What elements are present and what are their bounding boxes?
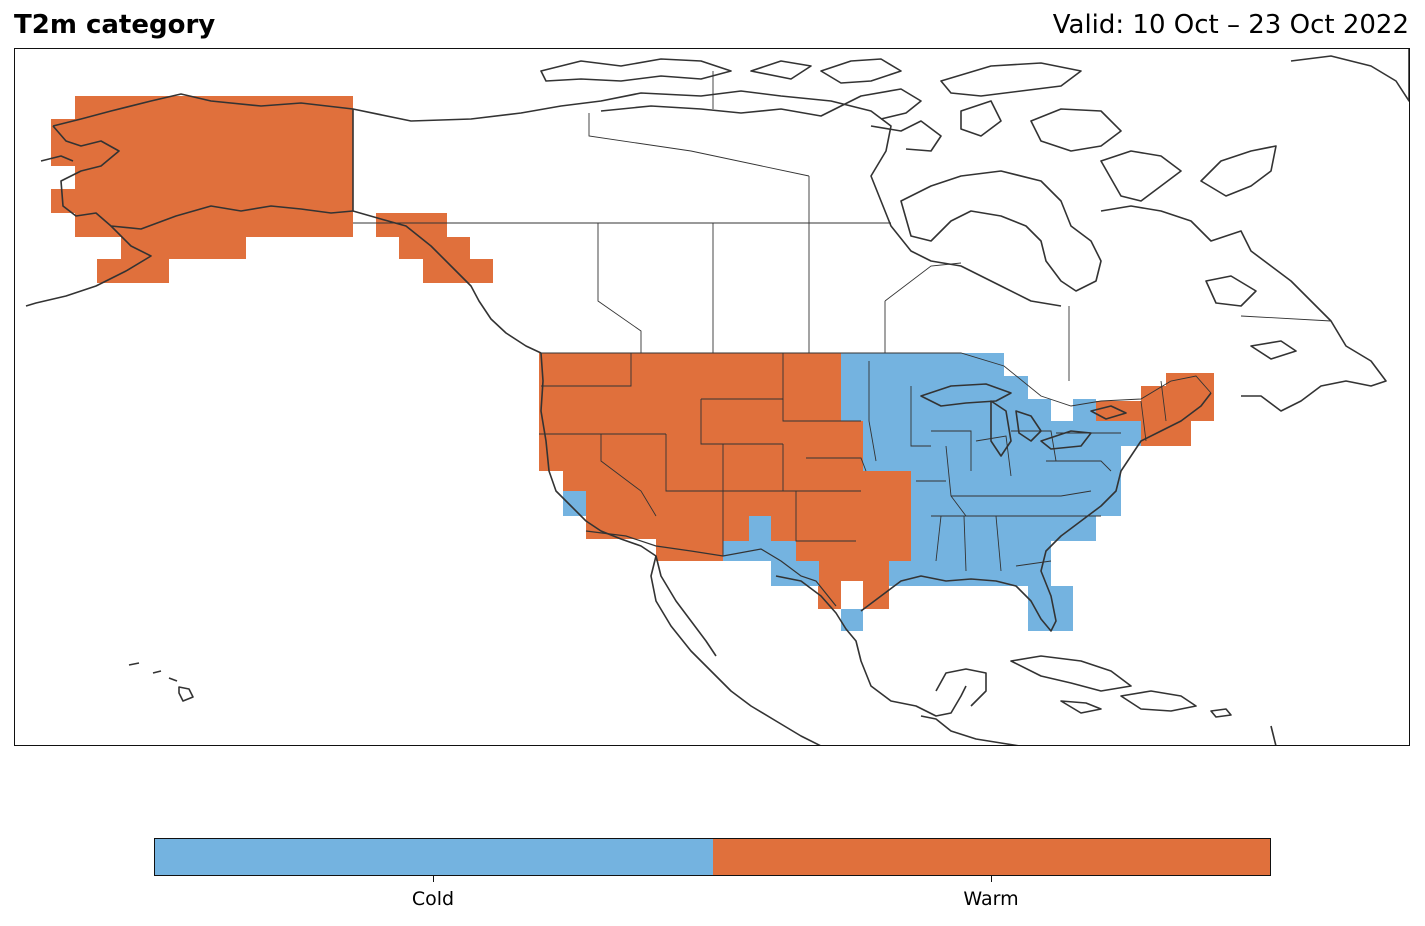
colorbar-warm-segment bbox=[712, 839, 1270, 875]
political-borders bbox=[352, 71, 1332, 572]
warm-region-cells bbox=[51, 96, 1214, 609]
warm-cell-alaska bbox=[51, 96, 353, 283]
cold-cell-socal bbox=[563, 491, 586, 516]
cold-cell-south-texas bbox=[841, 609, 863, 631]
valid-date-range: Valid: 10 Oct – 23 Oct 2022 bbox=[1052, 10, 1409, 40]
warm-cell-se-alaska bbox=[376, 213, 493, 283]
cold-cell-west-texas bbox=[723, 516, 819, 586]
map-title: T2m category bbox=[14, 10, 216, 40]
cold-cell-central-eastern-us bbox=[841, 353, 1141, 631]
colorbar-tick-warm bbox=[991, 876, 992, 882]
coastlines bbox=[25, 49, 1409, 745]
colorbar-label-warm: Warm bbox=[963, 888, 1019, 910]
map-canvas bbox=[25, 49, 1409, 745]
category-colorbar bbox=[154, 838, 1271, 876]
colorbar-tick-cold bbox=[433, 876, 434, 882]
warm-cell-west-central-us bbox=[539, 353, 911, 609]
colorbar-cold-segment bbox=[155, 839, 713, 875]
cold-region-cells bbox=[563, 353, 1141, 631]
us-mexico-border bbox=[585, 530, 837, 607]
warm-cell-new-england bbox=[1096, 373, 1214, 446]
map-panel bbox=[14, 48, 1410, 746]
colorbar-label-cold: Cold bbox=[411, 888, 455, 910]
